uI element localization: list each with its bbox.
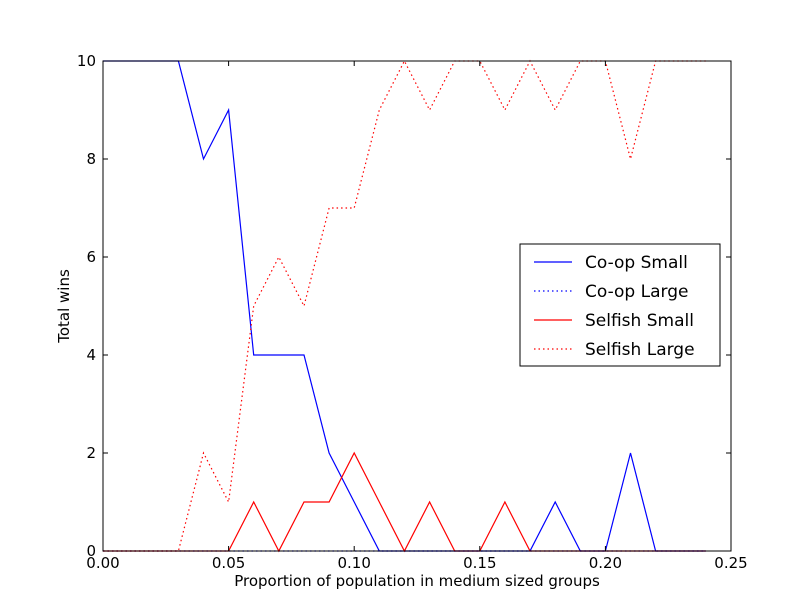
legend: Co-op Small Co-op Large Selfish Small Selfi… <box>519 243 721 367</box>
y-tick-label: 0 <box>86 542 96 560</box>
legend-label: Selfish Small <box>585 311 694 331</box>
y-axis-label: Total wins <box>55 269 73 344</box>
legend-label: Co-op Small <box>585 253 688 273</box>
x-tick-label: 0.25 <box>714 554 747 572</box>
y-tick-label: 6 <box>86 248 96 266</box>
y-tick-label: 2 <box>86 444 96 462</box>
x-tick-label: 0.10 <box>337 554 370 572</box>
plot-frame <box>102 60 732 552</box>
x-tick-label: 0.05 <box>212 554 245 572</box>
x-axis-label: Proportion of population in medium sized… <box>234 572 600 590</box>
y-tick-label: 8 <box>86 150 96 168</box>
y-tick-label: 4 <box>86 346 96 364</box>
legend-label: Co-op Large <box>585 282 688 302</box>
legend-box <box>519 243 721 367</box>
ticks-layer: 0.00 0.05 0.10 0.15 0.20 0.25 0 2 4 6 8 10 <box>77 52 748 572</box>
x-tick-label: 0.15 <box>463 554 496 572</box>
y-tick-label: 10 <box>77 52 96 70</box>
x-tick-label: 0.20 <box>589 554 622 572</box>
x-tick-label: 0.00 <box>86 554 119 572</box>
legend-label: Selfish Large <box>585 340 695 360</box>
